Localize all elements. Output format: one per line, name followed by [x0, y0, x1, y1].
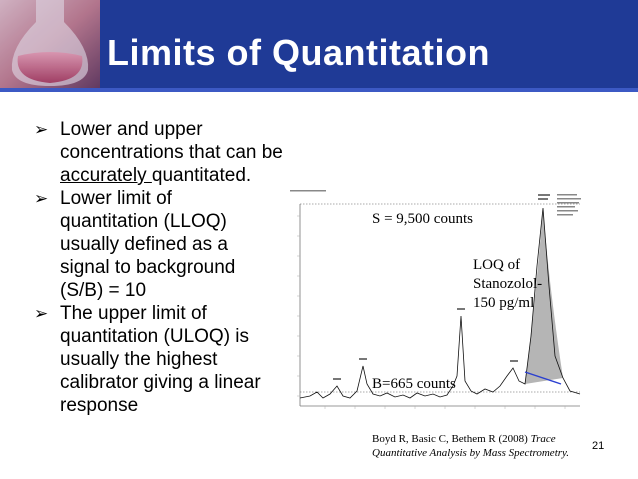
background-baseline [524, 371, 562, 385]
bullet-line: The upper limit of [60, 303, 207, 324]
bullet-line: (S/B) = 10 [60, 280, 147, 301]
bullet-line: response [60, 395, 139, 416]
bullet-list: ➢ Lower and upper concentrations that ca… [34, 118, 324, 417]
chart-header-mark [290, 190, 326, 192]
bullet-item: ➢ Lower and upper concentrations that ca… [34, 118, 324, 187]
loq-annotation: LOQ of Stanozolol- 150 pg/ml [473, 256, 542, 313]
bullet-line: Lower and upper [60, 119, 203, 140]
background-annotation: B=665 counts [372, 376, 456, 392]
chromatogram-trace [299, 207, 581, 399]
arrow-bullet-icon: ➢ [34, 189, 49, 208]
y-axis-ticks [297, 215, 300, 397]
x-axis-ticks [324, 406, 566, 409]
legend-text-marks [557, 194, 581, 216]
citation-line-1: Boyd R, Basic C, Bethem R (2008) Trace [372, 432, 569, 446]
chromatogram [290, 190, 581, 409]
bullet-item: ➢ The upper limit of quantitation (ULOQ)… [34, 302, 324, 417]
citation-authors: Boyd R, Basic C, Bethem R (2008) [372, 433, 531, 445]
loq-line: LOQ of [473, 257, 521, 273]
flask-image [0, 0, 100, 88]
peak-label-marks [333, 194, 550, 380]
bullet-item: ➢ Lower limit of quantitation (LLOQ) usu… [34, 187, 324, 302]
bullet-line: usually the highest [60, 349, 218, 370]
bullet-line: accurately quantitated. [60, 164, 324, 187]
citation: Boyd R, Basic C, Bethem R (2008) Trace Q… [372, 432, 569, 460]
bullet-line: usually defined as a [60, 234, 228, 255]
loq-line: 150 pg/ml [473, 295, 535, 311]
underlined-word: accurately [60, 165, 152, 186]
title-bar [0, 0, 638, 88]
title-bar-stripe [0, 88, 638, 92]
loq-line: Stanozolol- [473, 276, 543, 292]
slide-title: Limits of Quantitation [107, 32, 490, 73]
bullet-line: quantitation (LLOQ) [60, 211, 227, 232]
bullet-line: calibrator giving a linear [60, 372, 261, 393]
bullet-line: signal to background [60, 257, 236, 278]
citation-title-2: Quantitative Analysis by Mass Spectromet… [372, 447, 570, 459]
bullet-line: quantitation (ULOQ) is [60, 326, 250, 347]
bullet-line: concentrations that can be [60, 142, 283, 163]
bullet-line: Lower limit of [60, 188, 172, 209]
arrow-bullet-icon: ➢ [34, 304, 49, 323]
citation-title: Trace [530, 433, 556, 445]
arrow-bullet-icon: ➢ [34, 120, 49, 139]
signal-annotation: S = 9,500 counts [372, 211, 473, 227]
page-number: 21 [592, 440, 605, 452]
bullet-text: quantitated. [151, 165, 252, 186]
